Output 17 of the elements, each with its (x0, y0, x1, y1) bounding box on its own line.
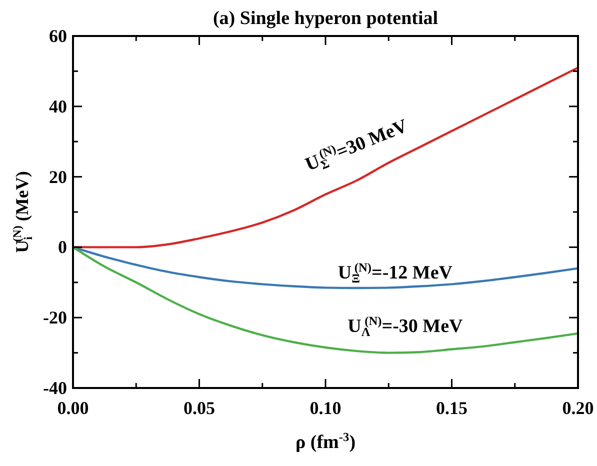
x-tick-label: 0.20 (562, 398, 594, 418)
y-tick-label: 20 (49, 166, 67, 187)
x-tick-label: 0.00 (57, 398, 89, 418)
y-tick-label: 60 (49, 26, 67, 46)
line-series (72, 246, 580, 354)
x-axis-title: ρ (fm$^{-3}$) (295, 430, 356, 453)
x-tick-label: 0.05 (184, 398, 215, 418)
series-label: U$_{Ξ}$$^{(N)}$=-12 MeV (338, 260, 453, 285)
y-tick-label: -20 (43, 308, 67, 328)
y-tick-label: 40 (49, 96, 67, 116)
chart-title: (a) Single hyperon potential (212, 8, 438, 29)
y-tick-label: 0 (58, 237, 67, 258)
x-tick-label: 0.10 (310, 398, 342, 418)
y-tick-label: -40 (43, 378, 67, 398)
x-tick-label: 0.15 (436, 398, 468, 418)
line-series (72, 66, 580, 248)
series-label: U$_{Λ}$$^{(N)}$=-30 MeV (348, 314, 464, 339)
